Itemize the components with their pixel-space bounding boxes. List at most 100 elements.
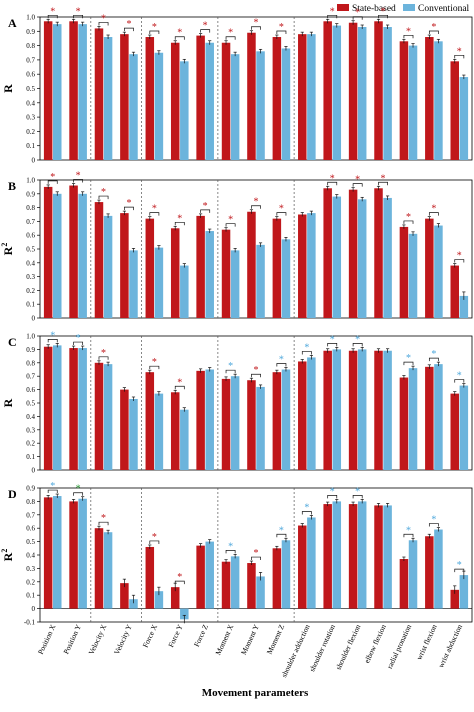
x-category-label: wrist flexion bbox=[414, 623, 438, 662]
bar-conventional bbox=[78, 498, 87, 609]
x-category-label: Velocity X bbox=[87, 623, 109, 657]
bar-conventional bbox=[459, 385, 469, 470]
significance-star: * bbox=[279, 355, 284, 366]
x-category-label: Moment Y bbox=[239, 623, 261, 657]
significance-star: * bbox=[177, 572, 182, 583]
bar-state-based bbox=[43, 497, 53, 609]
y-axis-label: R2 bbox=[0, 243, 15, 256]
significance-star: * bbox=[76, 171, 81, 182]
bar-state-based bbox=[94, 202, 104, 318]
significance-bracket bbox=[327, 14, 338, 19]
bar-state-based bbox=[69, 185, 78, 318]
significance-star: * bbox=[355, 175, 360, 186]
significance-bracket bbox=[454, 259, 465, 263]
bar-conventional bbox=[332, 25, 342, 160]
bar-state-based bbox=[272, 37, 282, 160]
significance-bracket bbox=[225, 36, 236, 40]
bar-state-based bbox=[298, 34, 307, 160]
significance-bracket bbox=[251, 373, 261, 378]
bar-state-based bbox=[196, 215, 205, 318]
significance-star: * bbox=[406, 26, 411, 37]
y-tick-label: 0.5 bbox=[26, 400, 35, 408]
bar-state-based bbox=[170, 392, 180, 470]
y-tick-label: 0.3 bbox=[26, 273, 35, 281]
x-category-label: elbow flexion bbox=[362, 623, 388, 665]
bar-state-based bbox=[399, 377, 409, 470]
significance-star: * bbox=[304, 342, 309, 353]
bar-state-based bbox=[399, 41, 409, 161]
significance-star: * bbox=[177, 377, 182, 388]
y-tick-label: 0.5 bbox=[26, 85, 35, 93]
bar-conventional bbox=[459, 77, 469, 160]
bar-conventional bbox=[357, 199, 367, 318]
bar-state-based bbox=[425, 536, 434, 609]
significance-star: * bbox=[203, 21, 208, 32]
significance-star: * bbox=[50, 172, 55, 183]
bar-conventional bbox=[408, 540, 418, 609]
legend: State-based Conventional bbox=[337, 4, 470, 14]
bar-state-based bbox=[69, 21, 78, 161]
bar-conventional bbox=[434, 529, 443, 609]
significance-bracket bbox=[301, 351, 312, 355]
y-tick-label: 0.9 bbox=[26, 485, 35, 493]
significance-star: * bbox=[203, 201, 208, 212]
bar-conventional bbox=[408, 45, 418, 160]
significance-star: * bbox=[152, 22, 157, 33]
bar-state-based bbox=[272, 548, 282, 609]
y-tick-label: 0.3 bbox=[26, 565, 35, 573]
x-category-label: Force Z bbox=[192, 623, 210, 649]
bar-state-based bbox=[399, 559, 409, 609]
bar-conventional bbox=[154, 52, 164, 160]
significance-star: * bbox=[381, 173, 386, 184]
bar-conventional bbox=[180, 608, 189, 620]
panel-letter: A bbox=[8, 16, 17, 30]
bar-conventional bbox=[434, 364, 443, 470]
significance-star: * bbox=[50, 330, 55, 341]
significance-star: * bbox=[279, 22, 284, 33]
significance-star: * bbox=[304, 502, 309, 513]
bar-conventional bbox=[230, 556, 240, 609]
significance-star: * bbox=[279, 525, 284, 536]
x-category-label: Moment Z bbox=[265, 623, 287, 656]
significance-bracket bbox=[454, 379, 465, 383]
significance-bracket bbox=[98, 521, 109, 526]
bar-conventional bbox=[78, 193, 87, 318]
significance-star: * bbox=[228, 28, 233, 39]
bar-conventional bbox=[103, 37, 113, 160]
significance-star: * bbox=[431, 22, 436, 33]
y-tick-label: 0.6 bbox=[26, 232, 35, 240]
significance-bracket bbox=[47, 14, 58, 19]
significance-star: * bbox=[330, 6, 335, 17]
significance-star: * bbox=[457, 46, 462, 57]
bar-state-based bbox=[145, 546, 155, 609]
bar-conventional bbox=[459, 575, 469, 609]
significance-star: * bbox=[101, 187, 106, 198]
y-tick-label: 0.7 bbox=[26, 511, 35, 519]
significance-star: * bbox=[50, 481, 55, 492]
bar-conventional bbox=[230, 54, 240, 160]
bar-conventional bbox=[383, 350, 392, 470]
significance-bracket bbox=[378, 181, 388, 186]
significance-star: * bbox=[101, 13, 106, 24]
x-category-label: wrist abduction bbox=[436, 623, 464, 669]
significance-bracket bbox=[428, 30, 439, 35]
bar-state-based bbox=[145, 372, 155, 470]
y-tick-label: 0.9 bbox=[26, 190, 35, 198]
significance-bracket bbox=[225, 369, 236, 374]
significance-bracket bbox=[301, 511, 312, 515]
bar-conventional bbox=[357, 501, 367, 609]
bar-conventional bbox=[180, 61, 189, 160]
significance-star: * bbox=[152, 532, 157, 543]
significance-bracket bbox=[403, 34, 414, 39]
bar-conventional bbox=[230, 250, 240, 318]
y-tick-label: 0.1 bbox=[26, 592, 35, 600]
significance-bracket bbox=[251, 556, 261, 561]
bar-conventional bbox=[205, 369, 214, 470]
bar-state-based bbox=[120, 389, 129, 470]
x-category-label: shoulder rotation bbox=[307, 623, 337, 673]
y-tick-label: 0.7 bbox=[26, 218, 35, 226]
significance-bracket bbox=[149, 30, 160, 35]
bar-conventional bbox=[256, 576, 265, 609]
bar-conventional bbox=[256, 386, 265, 470]
legend-label-conv: Conventional bbox=[418, 4, 470, 14]
